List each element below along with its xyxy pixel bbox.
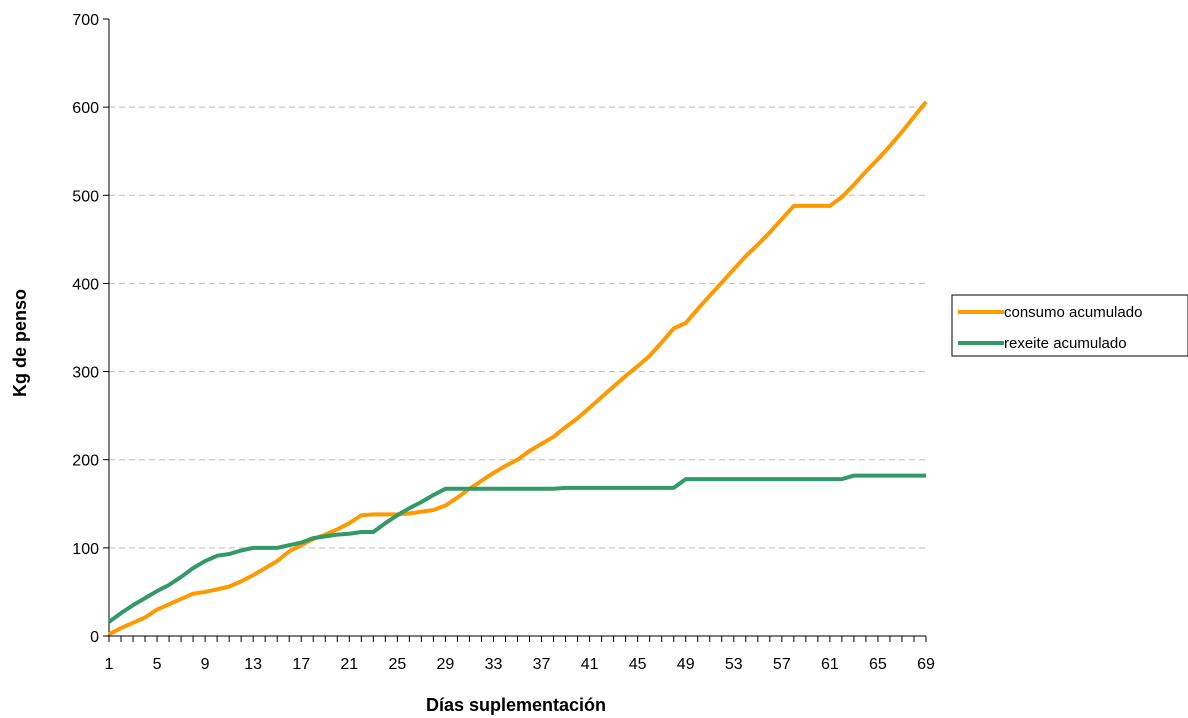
x-tick-label: 65 — [869, 656, 887, 673]
x-tick-label: 9 — [201, 656, 210, 673]
x-tick-label: 5 — [153, 656, 162, 673]
y-tick-label: 600 — [72, 100, 99, 117]
y-tick-label: 300 — [72, 365, 99, 382]
x-tick-label: 41 — [581, 656, 599, 673]
x-tick-label: 33 — [485, 656, 503, 673]
x-tick-label: 29 — [437, 656, 455, 673]
x-tick-label: 17 — [292, 656, 310, 673]
y-tick-label: 400 — [72, 276, 99, 293]
legend-box — [951, 294, 1188, 357]
x-tick-label: 57 — [773, 656, 791, 673]
x-tick-label: 49 — [677, 656, 695, 673]
series-lines — [107, 100, 928, 637]
y-tick-label: 100 — [72, 541, 99, 558]
y-axis: 0 100 200 300 400 500 600 700 — [72, 12, 110, 646]
x-tick-label: 1 — [105, 656, 114, 673]
legend-item-rexeite: rexeite acumulado — [958, 335, 1127, 352]
x-tick-label: 53 — [725, 656, 743, 673]
series-line-consumo — [108, 100, 928, 637]
x-tick-label: 69 — [917, 656, 935, 673]
x-tick-label: 61 — [821, 656, 839, 673]
legend-label-consumo: consumo acumulado — [1004, 304, 1142, 321]
y-tick-label: 0 — [90, 629, 99, 646]
x-tick-label: 21 — [340, 656, 358, 673]
x-axis-title: Días suplementación — [426, 695, 606, 715]
grid-lines — [109, 106, 926, 549]
legend-label-rexeite: rexeite acumulado — [1004, 335, 1127, 352]
x-tick-label: 25 — [388, 656, 406, 673]
x-tick-label: 45 — [629, 656, 647, 673]
y-tick-label: 200 — [72, 453, 99, 470]
x-tick-label: 37 — [533, 656, 551, 673]
y-axis-title: Kg de penso — [10, 289, 30, 397]
y-tick-label: 500 — [72, 188, 99, 205]
x-tick-label: 13 — [244, 656, 262, 673]
y-tick-label: 700 — [72, 12, 99, 29]
x-axis: 1 5 9 13 17 21 25 29 33 37 41 45 49 53 57 61 65 69 — [105, 635, 935, 673]
legend: consumo acumulado rexeite acumulado — [951, 294, 1188, 357]
series-line-rexeite — [107, 473, 926, 624]
legend-item-consumo: consumo acumulado — [958, 304, 1142, 321]
